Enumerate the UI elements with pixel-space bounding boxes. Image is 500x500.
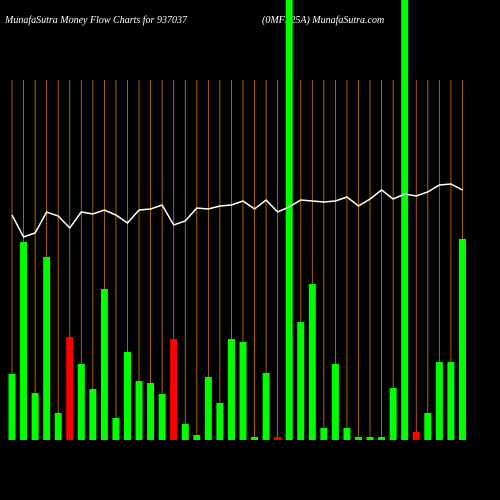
bar <box>204 377 212 440</box>
bar <box>308 284 316 440</box>
bar <box>262 373 270 440</box>
bar <box>20 242 28 440</box>
bar <box>158 394 166 440</box>
bar <box>366 437 374 440</box>
bar <box>89 389 97 440</box>
bar <box>331 364 339 440</box>
bar <box>458 239 466 440</box>
bar <box>447 362 455 440</box>
bar <box>147 383 155 440</box>
line <box>11 183 463 238</box>
bar <box>297 322 305 440</box>
bar <box>181 424 189 440</box>
bar <box>124 352 131 440</box>
bar <box>412 432 420 440</box>
bar <box>31 393 39 440</box>
bar <box>378 437 386 440</box>
bar <box>8 374 16 440</box>
bar <box>424 413 432 440</box>
bar <box>239 342 247 440</box>
bar <box>170 339 178 440</box>
bar <box>401 0 409 440</box>
bar <box>389 388 397 440</box>
chart-subtitle: (0MFL25A) MunafaSutra.com <box>262 15 384 26</box>
bar <box>343 428 351 440</box>
bar <box>274 437 282 440</box>
bar <box>251 437 259 440</box>
bar <box>100 289 108 440</box>
bar <box>66 337 74 440</box>
bar <box>112 418 120 440</box>
bar <box>43 257 51 440</box>
bar <box>193 435 201 440</box>
bar <box>435 362 443 440</box>
bar <box>77 364 85 440</box>
bar <box>285 0 293 440</box>
bar <box>355 437 362 440</box>
bar <box>320 428 328 440</box>
chart-title: MunafaSutra Money Flow Charts for 937037 <box>4 15 188 26</box>
bar <box>135 381 143 440</box>
bar <box>227 339 235 440</box>
bar <box>216 403 224 440</box>
bar <box>54 413 62 440</box>
